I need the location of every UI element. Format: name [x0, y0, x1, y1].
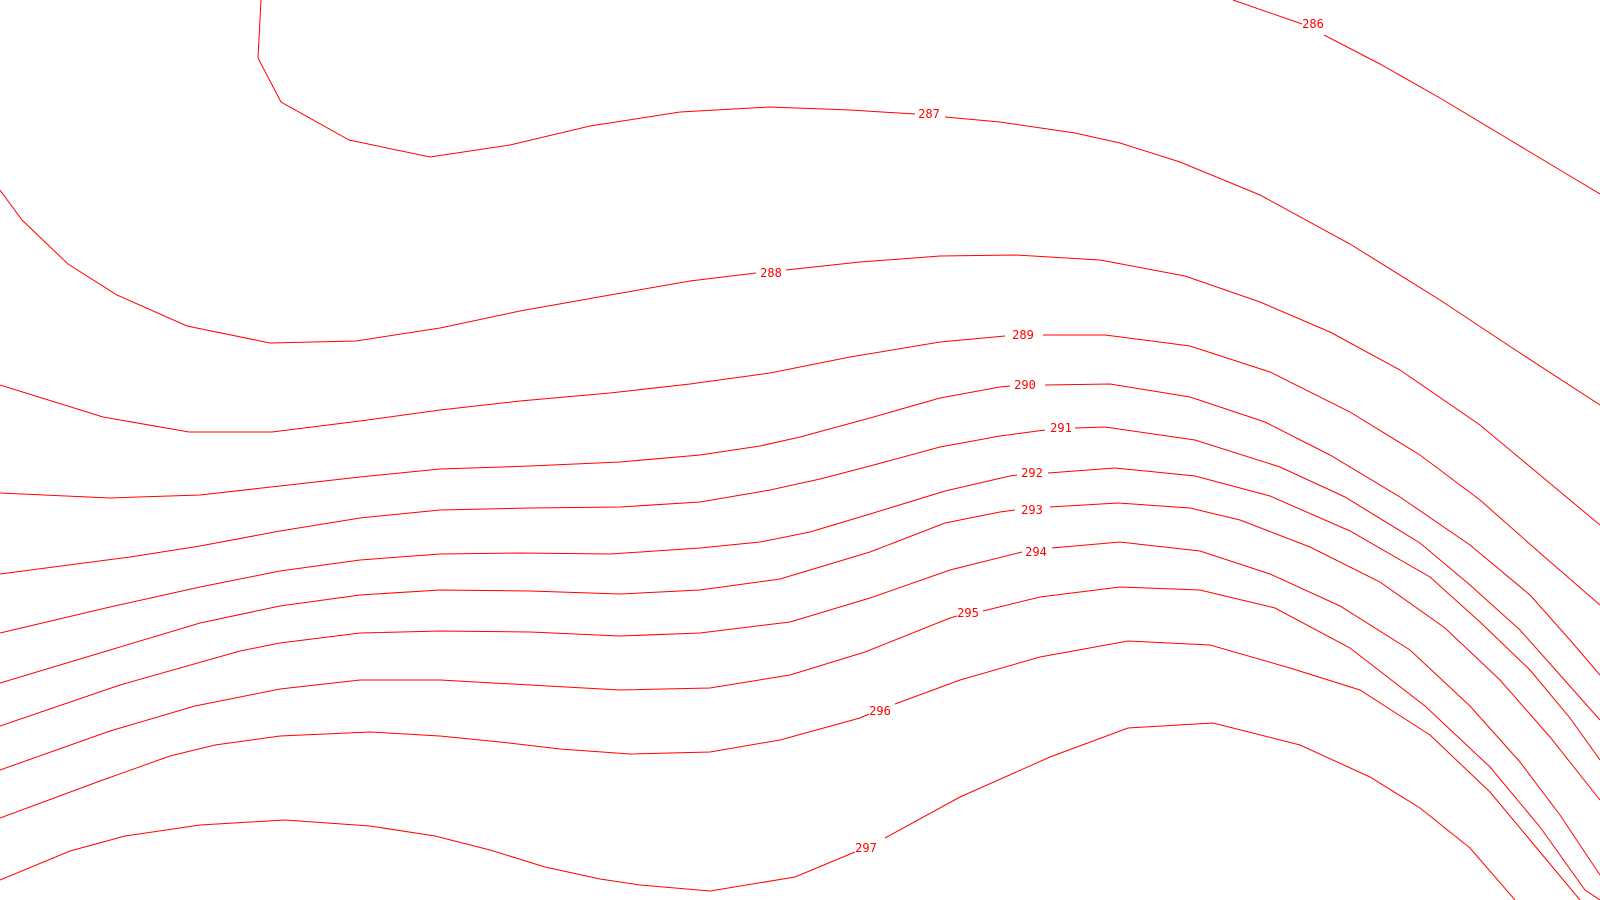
- contour-line-293: 293: [0, 502, 1600, 801]
- contour-line-288: 288: [0, 189, 1600, 526]
- contour-label-297: 297: [855, 841, 877, 855]
- contour-label-295: 295: [957, 606, 979, 620]
- contour-290-path: [0, 383, 1600, 676]
- contour-label-294: 294: [1025, 545, 1047, 559]
- contour-289-path: [0, 334, 1600, 606]
- contour-label-287: 287: [918, 107, 940, 121]
- contour-line-296: 296: [0, 640, 1581, 900]
- contour-line-289: 289: [0, 328, 1600, 606]
- contour-line-290: 290: [0, 378, 1600, 676]
- contour-295-path: [0, 586, 1600, 900]
- contour-label-291: 291: [1050, 421, 1072, 435]
- contour-294-path: [0, 541, 1600, 876]
- contour-label-293: 293: [1021, 503, 1043, 517]
- contour-label-288: 288: [760, 266, 782, 280]
- contour-line-291: 291: [0, 421, 1600, 721]
- contour-line-294: 294: [0, 541, 1600, 876]
- contour-292-path: [0, 467, 1600, 761]
- contour-291-path: [0, 426, 1600, 721]
- contour-288-path: [0, 189, 1600, 526]
- contour-line-286: 286: [1232, 0, 1600, 195]
- contour-296-path: [0, 640, 1581, 900]
- contour-label-286: 286: [1302, 17, 1324, 31]
- contour-297-path: [0, 722, 1516, 900]
- contour-label-296: 296: [869, 704, 891, 718]
- contour-293-path: [0, 502, 1600, 801]
- contour-287-path: [257, 0, 1600, 406]
- contour-line-295: 295: [0, 586, 1600, 900]
- contour-line-287: 287: [257, 0, 1600, 406]
- contour-label-292: 292: [1021, 466, 1043, 480]
- contour-line-292: 292: [0, 466, 1600, 761]
- contour-286-path: [1232, 0, 1600, 195]
- contour-line-297: 297: [0, 722, 1516, 900]
- contour-label-289: 289: [1012, 328, 1034, 342]
- contour-label-290: 290: [1014, 378, 1036, 392]
